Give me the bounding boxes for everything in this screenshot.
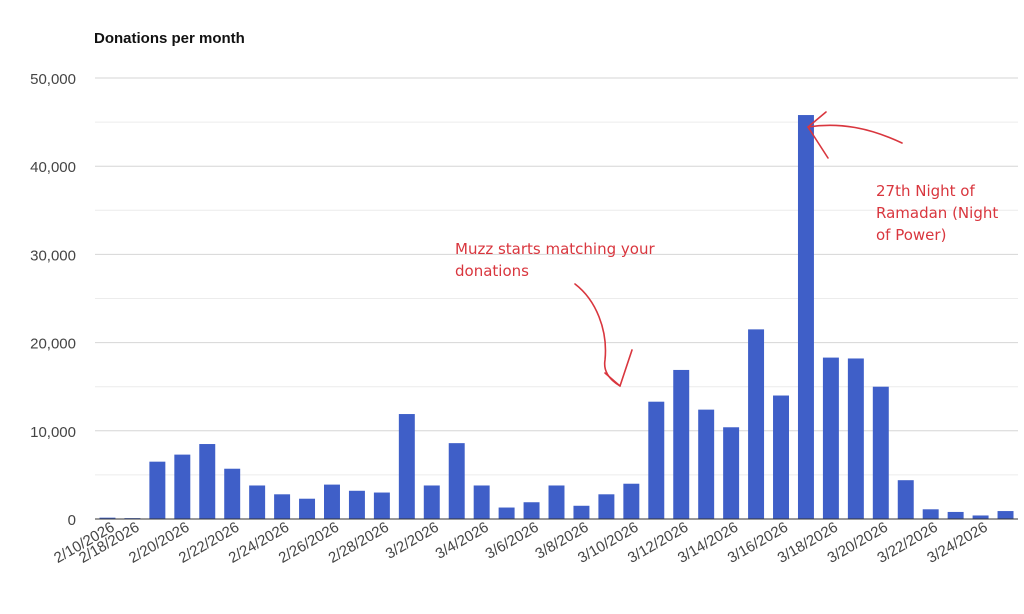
annotation-arrows [574, 111, 903, 387]
y-tick-label: 20,000 [30, 336, 76, 353]
bar [922, 509, 939, 519]
bar [822, 357, 839, 519]
bar [448, 443, 465, 519]
x-tick-label: 3/4/2026 [433, 519, 492, 563]
y-tick-label: 10,000 [30, 424, 76, 441]
bar [398, 414, 415, 519]
annotation-arrowhead-matching [604, 349, 633, 387]
bar [274, 494, 291, 519]
bar [224, 468, 241, 519]
bar [648, 401, 665, 519]
annotation-arrow-night-of-power [807, 124, 903, 144]
annotation-arrow-matching [574, 283, 621, 387]
bars [99, 115, 1014, 519]
y-tick-label: 0 [68, 512, 76, 529]
bar [723, 427, 740, 519]
bar [423, 485, 440, 519]
bar [249, 485, 266, 519]
bar [199, 444, 216, 519]
bar [623, 483, 640, 519]
bar [498, 507, 515, 519]
gridlines [95, 77, 1018, 476]
y-tick-label: 30,000 [30, 247, 76, 264]
bar [149, 461, 166, 519]
annotation-night-of-power: 27th Night of Ramadan (Night of Power) [876, 182, 999, 244]
bar [847, 358, 864, 519]
bar [972, 515, 989, 519]
bar [797, 115, 814, 519]
bar [773, 395, 789, 519]
annotation-matching: Muzz starts matching your donations [455, 240, 655, 280]
bar [523, 502, 540, 519]
bar [373, 492, 390, 519]
bar [947, 511, 964, 519]
bar [299, 498, 316, 519]
bar [673, 369, 690, 519]
annotation-arrowhead-night-of-power [807, 111, 829, 159]
bar [598, 494, 615, 519]
bar [872, 386, 889, 519]
bar [748, 329, 765, 519]
bar [324, 484, 340, 519]
y-axis-ticks: 0 10,000 20,000 30,000 40,000 50,000 [30, 71, 76, 529]
x-tick-label: 3/2/2026 [383, 519, 442, 563]
y-tick-label: 40,000 [30, 159, 76, 176]
bar [99, 517, 116, 519]
chart-title: Donations per month [94, 30, 245, 47]
bar [348, 490, 365, 519]
x-tick-label: 3/6/2026 [482, 519, 541, 563]
bar [897, 480, 914, 519]
bar [548, 485, 565, 519]
bar [698, 409, 715, 519]
x-axis-ticks: 2/10/20262/18/20262/20/20262/22/20262/24… [51, 519, 990, 567]
bar [997, 511, 1014, 519]
y-tick-label: 50,000 [30, 71, 76, 88]
bar [174, 454, 191, 519]
bar [473, 485, 490, 519]
bar [573, 505, 590, 519]
